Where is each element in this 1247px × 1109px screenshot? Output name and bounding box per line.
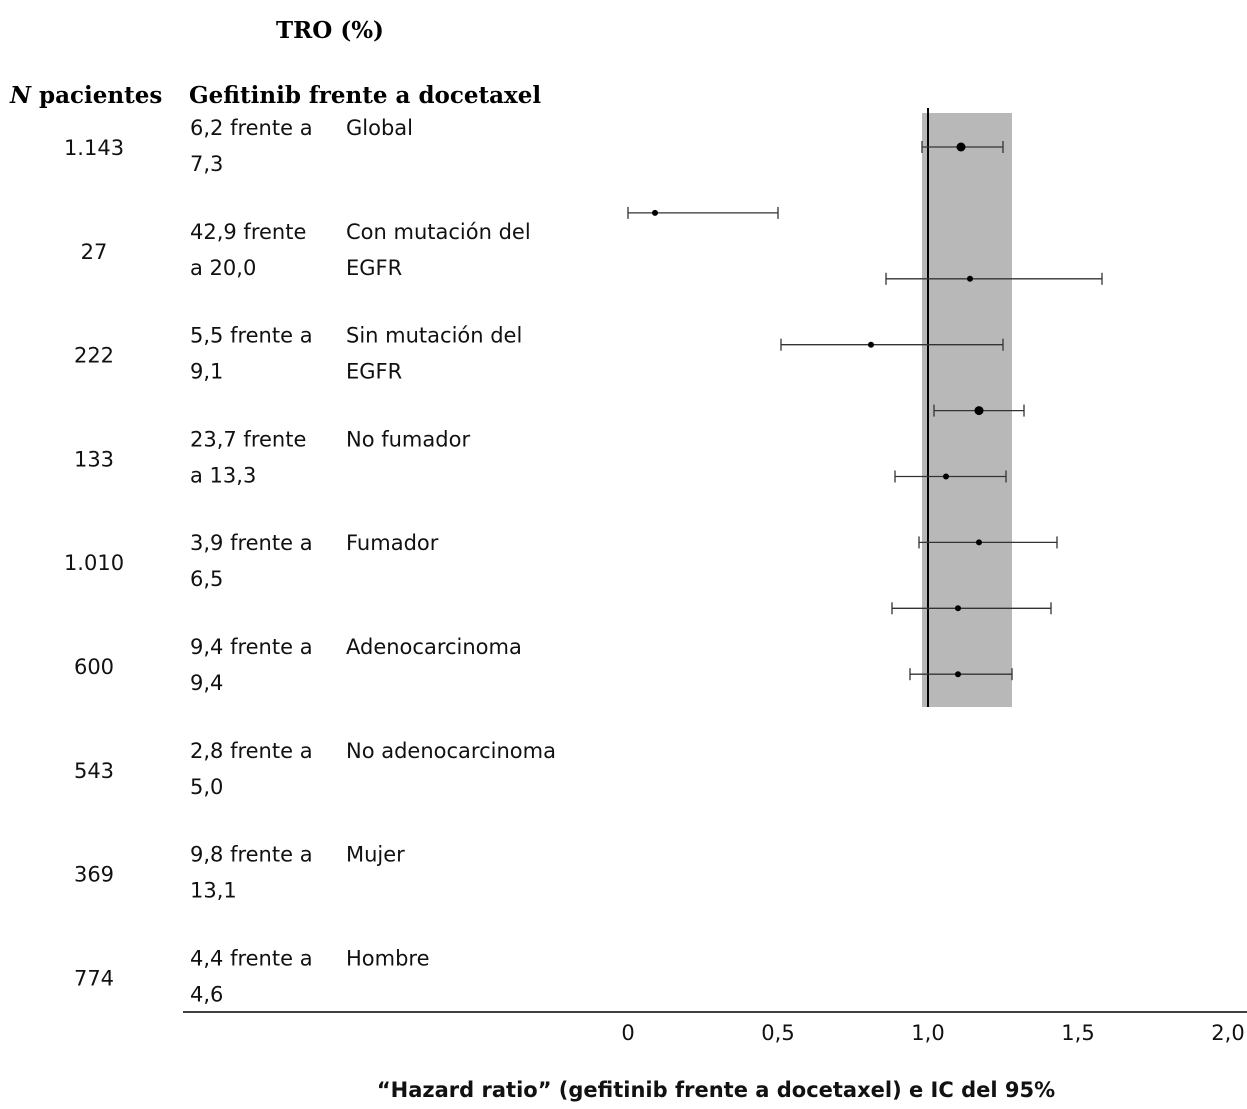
row-rate-line2: 9,1 <box>190 360 223 384</box>
row-rate-line1: 3,9 frente a <box>190 531 313 555</box>
hr-point <box>956 142 966 152</box>
row-rate-line1: 5,5 frente a <box>190 324 313 348</box>
row-rate-line2: 4,6 <box>190 982 223 1006</box>
table-row: 1.010 3,9 frente a 6,5 Fumador <box>64 531 439 591</box>
hr-point <box>868 341 874 348</box>
estimate-row <box>627 206 779 219</box>
estimate-row <box>921 141 1004 153</box>
hr-point <box>976 539 982 546</box>
estimate-row <box>918 536 1058 549</box>
row-n-patients: 1.010 <box>64 551 124 575</box>
estimate-row <box>933 404 1025 417</box>
hr-point <box>974 406 984 416</box>
n-patients-header: N pacientes <box>9 82 162 109</box>
row-n-patients: 1.143 <box>64 136 124 160</box>
n-patients-header-rest: pacientes <box>31 82 162 109</box>
table-row: 774 4,4 frente a 4,6 Hombre <box>74 946 430 1006</box>
hr-point <box>955 605 961 612</box>
row-rate-line2: a 20,0 <box>190 256 256 280</box>
x-tick-label: 2,0 <box>1211 1021 1244 1045</box>
row-n-patients: 543 <box>74 759 114 783</box>
table-row: 600 9,4 frente a 9,4 Adenocarcinoma <box>74 635 522 695</box>
row-subgroup-line1: Mujer <box>346 843 405 867</box>
estimate-row <box>909 668 1013 681</box>
x-tick-label: 1,5 <box>1061 1021 1094 1045</box>
row-n-patients: 600 <box>74 655 114 679</box>
x-tick-label: 0 <box>621 1021 634 1045</box>
row-n-patients: 222 <box>74 344 114 368</box>
row-n-patients: 369 <box>74 863 114 887</box>
plot-area <box>627 108 1103 707</box>
row-subgroup-line1: No fumador <box>346 427 470 451</box>
row-subgroup-line1: No adenocarcinoma <box>346 739 556 763</box>
row-rate-line1: 23,7 frente <box>190 427 306 451</box>
row-n-patients: 133 <box>74 447 114 471</box>
table-row: 369 9,8 frente a 13,1 Mujer <box>74 843 405 903</box>
table-row: 222 5,5 frente a 9,1 Sin mutación del EGFR <box>74 324 522 384</box>
estimate-row <box>780 338 1004 351</box>
n-patients-header-n: N <box>9 82 32 109</box>
row-subgroup-line2: EGFR <box>346 256 402 280</box>
table-row: 133 23,7 frente a 13,3 No fumador <box>74 427 470 487</box>
row-rate-line2: a 13,3 <box>190 463 256 487</box>
row-rate-line2: 7,3 <box>190 152 223 176</box>
row-subgroup-line2: EGFR <box>346 360 402 384</box>
row-subgroup-line1: Fumador <box>346 531 439 555</box>
row-subgroup-line1: Hombre <box>346 946 430 970</box>
x-tick-label: 1,0 <box>911 1021 944 1045</box>
row-n-patients: 27 <box>81 240 108 264</box>
row-rate-line1: 2,8 frente a <box>190 739 313 763</box>
row-rate-line1: 9,4 frente a <box>190 635 313 659</box>
row-subgroup-line1: Global <box>346 116 413 140</box>
chart-title: TRO (%) <box>276 17 384 44</box>
row-rate-line2: 9,4 <box>190 671 223 695</box>
row-rate-line1: 42,9 frente <box>190 220 306 244</box>
x-axis-ticks: 0 0,5 1,0 1,5 2,0 <box>621 1021 1244 1045</box>
row-rate-line1: 4,4 frente a <box>190 946 313 970</box>
row-subgroup-line1: Adenocarcinoma <box>346 635 522 659</box>
hr-point <box>652 209 658 216</box>
x-tick-label: 0,5 <box>761 1021 794 1045</box>
estimate-row <box>885 272 1103 285</box>
hr-point <box>955 671 961 678</box>
row-rate-line1: 6,2 frente a <box>190 116 313 140</box>
table-row: 543 2,8 frente a 5,0 No adenocarcinoma <box>74 739 556 799</box>
table-row: 1.143 6,2 frente a 7,3 Global <box>64 116 413 176</box>
row-subgroup-line1: Con mutación del <box>346 220 531 244</box>
hr-point <box>967 275 973 282</box>
table-rows: 1.143 6,2 frente a 7,3 Global 27 42,9 frente a… <box>64 116 556 1006</box>
row-n-patients: 774 <box>74 966 114 990</box>
row-rate-line2: 5,0 <box>190 775 223 799</box>
table-row: 27 42,9 frente a 20,0 Con mutación del EGFR <box>81 220 531 280</box>
row-rate-line2: 6,5 <box>190 567 223 591</box>
estimate-row <box>891 602 1052 615</box>
row-rate-line2: 13,1 <box>190 879 237 903</box>
estimate-row <box>894 470 1007 483</box>
x-axis-label: “Hazard ratio” (gefitinib frente a docet… <box>377 1078 1055 1102</box>
hr-point <box>943 473 949 480</box>
comparison-header: Gefitinib frente a docetaxel <box>189 82 541 109</box>
row-rate-line1: 9,8 frente a <box>190 843 313 867</box>
row-subgroup-line1: Sin mutación del <box>346 324 522 348</box>
